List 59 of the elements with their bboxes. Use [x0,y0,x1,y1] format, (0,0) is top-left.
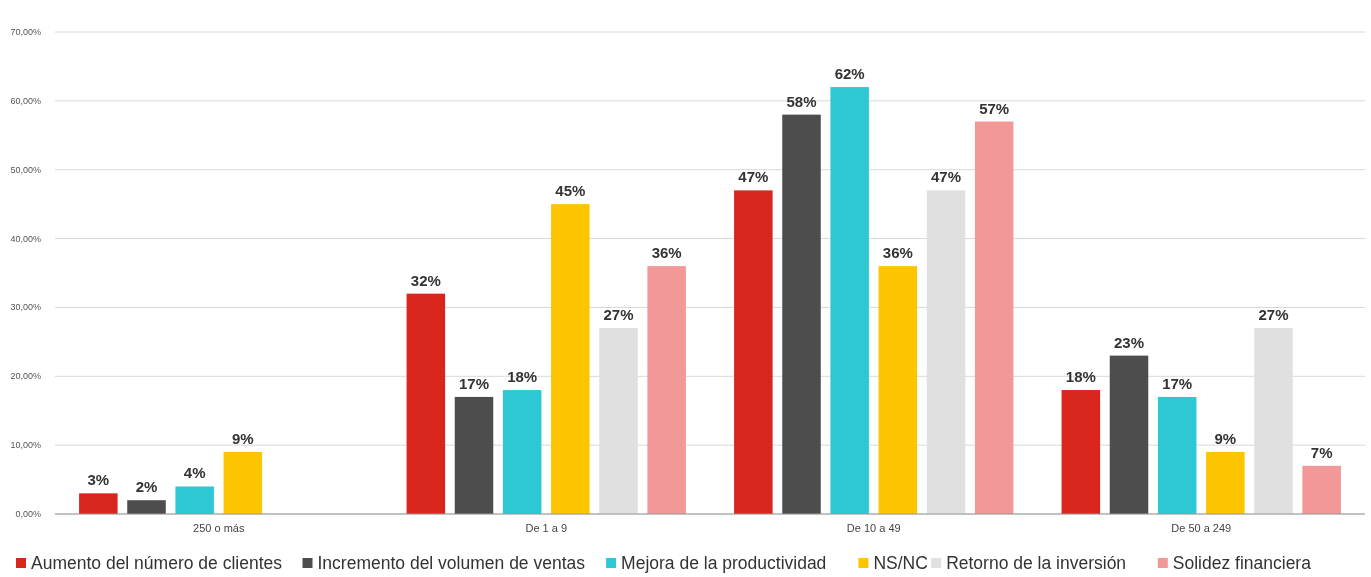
legend-label: NS/NC [873,553,928,573]
data-label: 7% [1310,443,1333,461]
bar [79,493,118,514]
y-tick-label: 60,00% [10,95,41,106]
data-label: 57% [979,99,1010,117]
data-label: 32% [410,271,441,289]
bar [127,500,166,514]
data-label: 27% [603,306,634,324]
x-tick-label: 250 o más [193,522,245,534]
data-label: 36% [882,244,913,262]
legend-label: Aumento del número de clientes [31,553,283,573]
legend-label: Solidez financiera [1172,553,1312,573]
y-tick-label: 50,00% [10,164,41,175]
bar [830,87,869,514]
data-label: 9% [231,430,254,448]
bar [878,266,918,514]
bar [1061,390,1101,514]
bar [1157,396,1197,514]
data-label: 36% [651,244,682,262]
legend-label: Incremento del volumen de ventas [317,553,586,573]
x-tick-label: De 1 a 9 [525,522,568,534]
data-label: 18% [507,368,538,386]
data-label: 47% [930,168,962,186]
data-label: 9% [1214,430,1237,448]
y-tick-label: 20,00% [10,371,41,382]
x-tick-label: De 10 a 49 [846,522,901,534]
data-label: 4% [183,464,206,482]
data-label: 58% [786,92,817,110]
data-label: 17% [458,374,490,392]
legend-label: Mejora de la productividad [621,553,827,573]
bar [1302,465,1341,514]
data-label: 27% [1258,306,1289,324]
bar [1109,355,1149,514]
data-label: 2% [135,478,158,496]
bar [647,266,686,514]
data-label: 17% [1162,374,1193,392]
data-label: 45% [555,182,586,200]
bar [502,390,542,514]
data-label: 47% [738,168,769,186]
x-tick-label: De 50 a 249 [1171,522,1232,534]
bar [223,452,263,514]
bar [551,204,590,514]
bar [454,396,494,514]
bar [175,486,214,514]
bar [974,121,1014,514]
bar [734,190,773,514]
y-tick-label: 70,00% [10,27,41,37]
bar [406,293,446,514]
data-label: 3% [87,471,110,489]
y-tick-label: 10,00% [10,440,41,451]
y-tick-label: 0,00% [15,509,41,519]
y-tick-label: 40,00% [10,233,41,244]
data-label: 18% [1065,368,1096,386]
data-label: 62% [834,65,865,83]
bar [782,114,821,514]
data-label: 23% [1113,333,1145,351]
bar [1206,452,1245,514]
legend-label: Retorno de la inversión [946,553,1127,573]
y-tick-label: 30,00% [10,302,41,313]
